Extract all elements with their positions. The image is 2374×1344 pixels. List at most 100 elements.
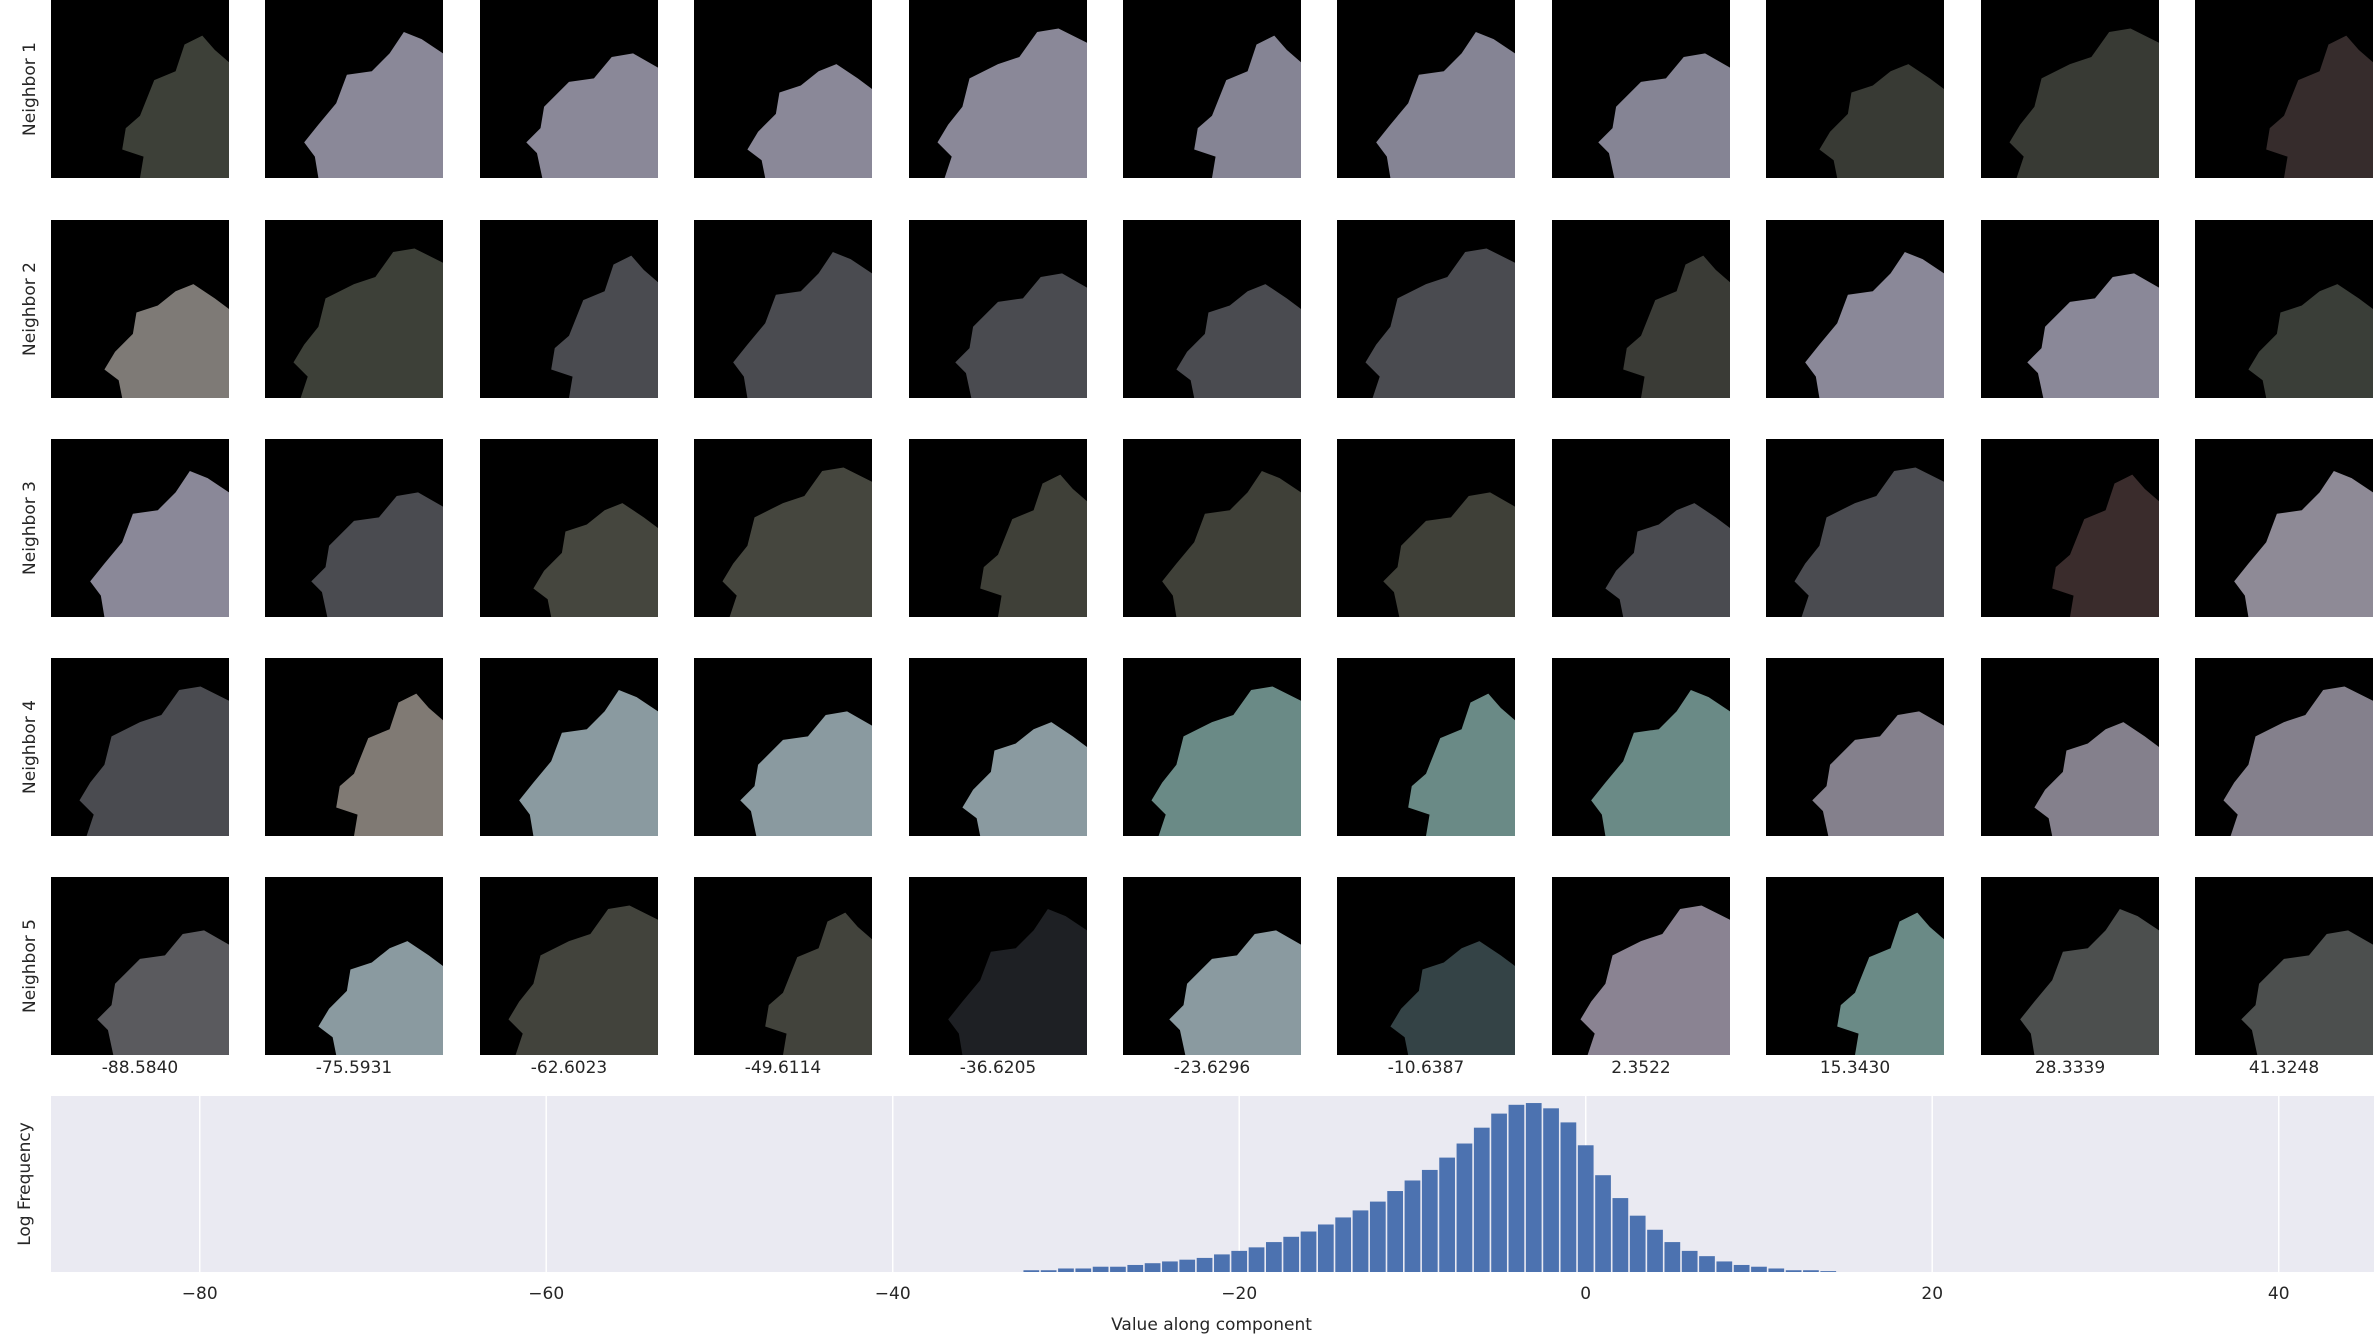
neighbor-image-tile	[1123, 658, 1301, 836]
image-blob	[1376, 32, 1515, 178]
neighbor-image-tile	[51, 220, 229, 398]
histogram-bar	[1491, 1113, 1507, 1272]
histogram-bar	[1179, 1259, 1196, 1272]
neighbor-image-tile	[480, 220, 658, 398]
image-blob	[97, 930, 229, 1055]
column-label: 41.3248	[2248, 1058, 2320, 1078]
histogram-bar	[1283, 1236, 1300, 1272]
neighbor-image-tile	[909, 0, 1087, 178]
image-blob	[104, 284, 229, 398]
histogram-bars	[1023, 1103, 1837, 1272]
histogram-bar	[1369, 1201, 1386, 1272]
image-blob	[526, 53, 658, 178]
histogram-bar	[1248, 1247, 1265, 1272]
image-blob	[1794, 467, 1944, 617]
column-label: -49.6114	[744, 1058, 822, 1078]
neighbor-image-tile	[265, 439, 443, 617]
histogram-bar	[1664, 1242, 1681, 1272]
histogram-bar	[1421, 1169, 1438, 1272]
column-label: -23.6296	[1173, 1058, 1251, 1078]
histogram-bar	[1092, 1266, 1109, 1272]
neighbor-image-tile	[909, 877, 1087, 1055]
image-blob	[293, 248, 443, 398]
neighbor-image-tile	[1337, 220, 1515, 398]
neighbor-image-tile	[51, 877, 229, 1055]
neighbor-image-tile	[1552, 658, 1730, 836]
histogram-bar	[1733, 1264, 1750, 1272]
x-tick-label: 0	[1580, 1284, 1591, 1304]
y-axis-label: Log Frequency	[15, 1122, 35, 1246]
image-blob	[2234, 471, 2373, 617]
image-blob	[722, 467, 872, 617]
image-blob	[311, 492, 443, 617]
image-blob	[79, 686, 229, 836]
histogram-bar	[1612, 1198, 1629, 1272]
column-label: -75.5931	[315, 1058, 393, 1078]
image-blob	[747, 64, 872, 178]
image-blob	[1176, 284, 1301, 398]
x-tick-label: −60	[528, 1284, 564, 1304]
image-blob	[1598, 53, 1730, 178]
image-blob	[980, 474, 1087, 617]
neighbor-image-tile	[265, 0, 443, 178]
neighbor-image-tile	[1337, 439, 1515, 617]
image-blob	[740, 711, 872, 836]
histogram-bar	[1266, 1242, 1282, 1272]
histogram-bar	[1058, 1268, 1074, 1272]
histogram-x-ticks: −80 −60 −40 −20 0 20 40	[182, 1284, 2290, 1304]
x-tick-label: 20	[1921, 1284, 1943, 1304]
histogram-bar	[1352, 1210, 1369, 1272]
column-label: -10.6387	[1387, 1058, 1465, 1078]
neighbor-image-tile	[909, 658, 1087, 836]
column-label: 28.3339	[2034, 1058, 2106, 1078]
histogram-bar	[1127, 1264, 1144, 1272]
histogram-bar	[1387, 1191, 1404, 1272]
image-blob	[1837, 912, 1944, 1055]
x-tick-label: −40	[875, 1284, 911, 1304]
image-blob	[937, 28, 1087, 178]
neighbor-image-tile	[480, 439, 658, 617]
histogram-bar	[1647, 1229, 1663, 1272]
image-blob	[2052, 474, 2159, 617]
neighbor-image-tile	[2195, 439, 2373, 617]
neighbor-image-tile	[1552, 877, 1730, 1055]
histogram-bar	[1300, 1231, 1317, 1272]
histogram-bar	[1525, 1103, 1542, 1272]
neighbor-image-tile	[1123, 439, 1301, 617]
image-blob	[122, 35, 229, 178]
image-blob	[1623, 255, 1730, 398]
histogram-bar	[1162, 1261, 1178, 1272]
image-blob	[318, 941, 443, 1055]
image-blob	[1805, 252, 1944, 398]
histogram-bar	[1335, 1217, 1352, 1272]
neighbor-image-tile	[2195, 0, 2373, 178]
image-blob	[2223, 686, 2373, 836]
image-blob	[2266, 35, 2373, 178]
column-label: 15.3430	[1819, 1058, 1891, 1078]
neighbor-image-tile	[1123, 877, 1301, 1055]
histogram-bar	[1456, 1143, 1473, 1272]
image-blob	[1605, 503, 1730, 617]
neighbor-image-tile	[694, 220, 872, 398]
neighbor-image-tile	[1766, 220, 1944, 398]
neighbor-image-tile	[1552, 439, 1730, 617]
neighbor-image-tile	[1766, 439, 1944, 617]
image-blob	[1819, 64, 1944, 178]
neighbor-image-tile	[2195, 658, 2373, 836]
neighbor-image-tile	[1337, 0, 1515, 178]
histogram-bar	[1577, 1145, 1594, 1272]
neighbor-image-tile	[51, 439, 229, 617]
histogram-bar	[1543, 1108, 1559, 1272]
histogram-bar	[1317, 1224, 1334, 1272]
neighbor-image-tile	[1123, 0, 1301, 178]
image-blob	[1194, 35, 1301, 178]
neighbor-image-tile	[1981, 877, 2159, 1055]
neighbor-image-tile	[2195, 220, 2373, 398]
image-blob	[533, 503, 658, 617]
histogram-bar	[1196, 1257, 1213, 1272]
image-blob	[765, 912, 872, 1055]
column-label: -36.6205	[959, 1058, 1037, 1078]
column-label: 2.3522	[1611, 1058, 1671, 1078]
